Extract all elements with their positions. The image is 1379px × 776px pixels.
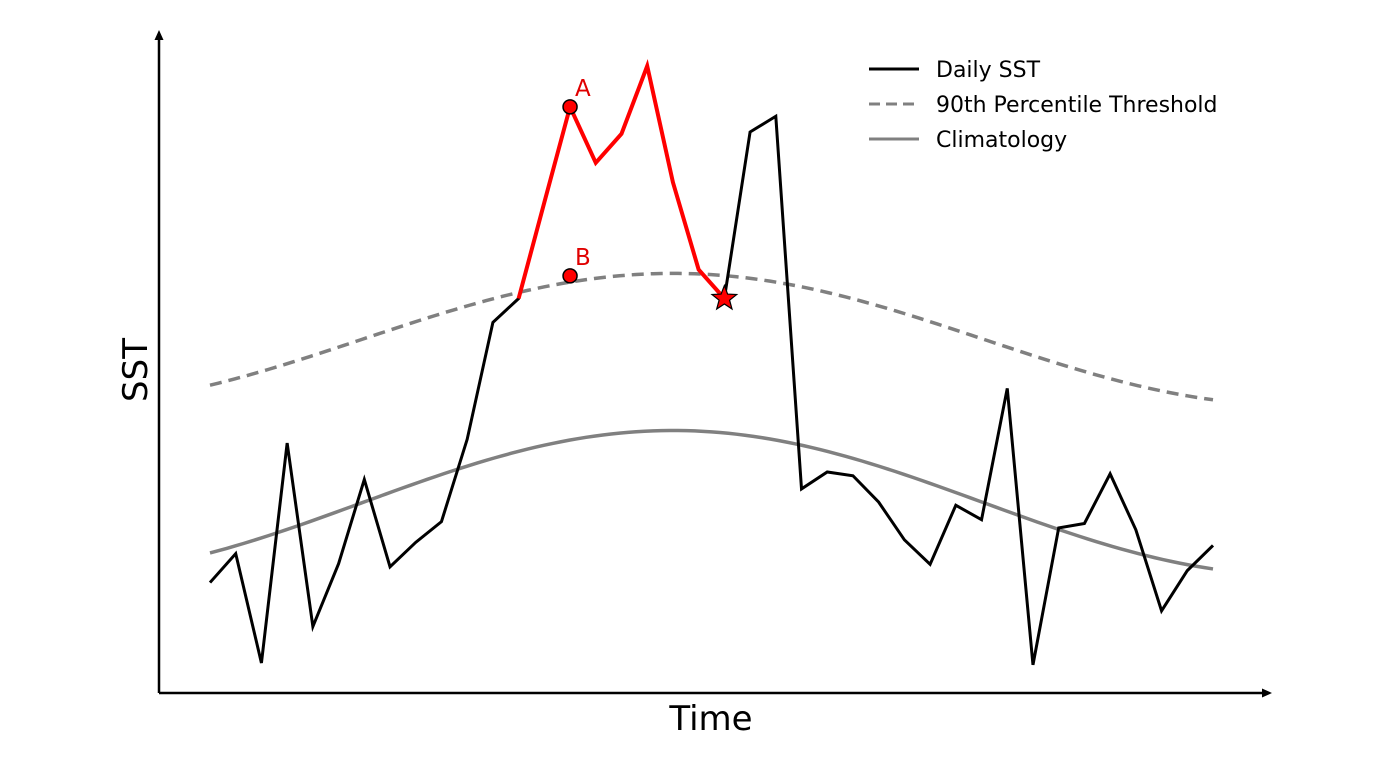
legend-label-climatology: Climatology xyxy=(936,128,1067,153)
series-line-90th-percentile-threshold xyxy=(209,271,1214,402)
annotation-label-a: A xyxy=(575,76,591,102)
plot-area xyxy=(208,59,1215,666)
legend-label-threshold: 90th Percentile Threshold xyxy=(936,93,1218,118)
heatwave-event-segment xyxy=(516,59,726,300)
y-axis-label: SST xyxy=(116,338,156,402)
event-end-star-marker xyxy=(710,283,739,311)
x-axis-arrow xyxy=(1262,688,1272,698)
x-axis-label: Time xyxy=(668,699,752,739)
markers: AB xyxy=(562,76,739,311)
axes: Time SST xyxy=(116,30,1272,739)
annotation-label-b: B xyxy=(575,245,591,271)
annotation-point-b xyxy=(562,268,578,284)
annotation-point-a xyxy=(562,99,578,115)
legend-label-daily-sst: Daily SST xyxy=(936,58,1041,83)
series-line-climatology xyxy=(209,428,1214,571)
y-axis-arrow xyxy=(154,30,164,40)
legend: Daily SST 90th Percentile Threshold Clim… xyxy=(869,58,1218,153)
